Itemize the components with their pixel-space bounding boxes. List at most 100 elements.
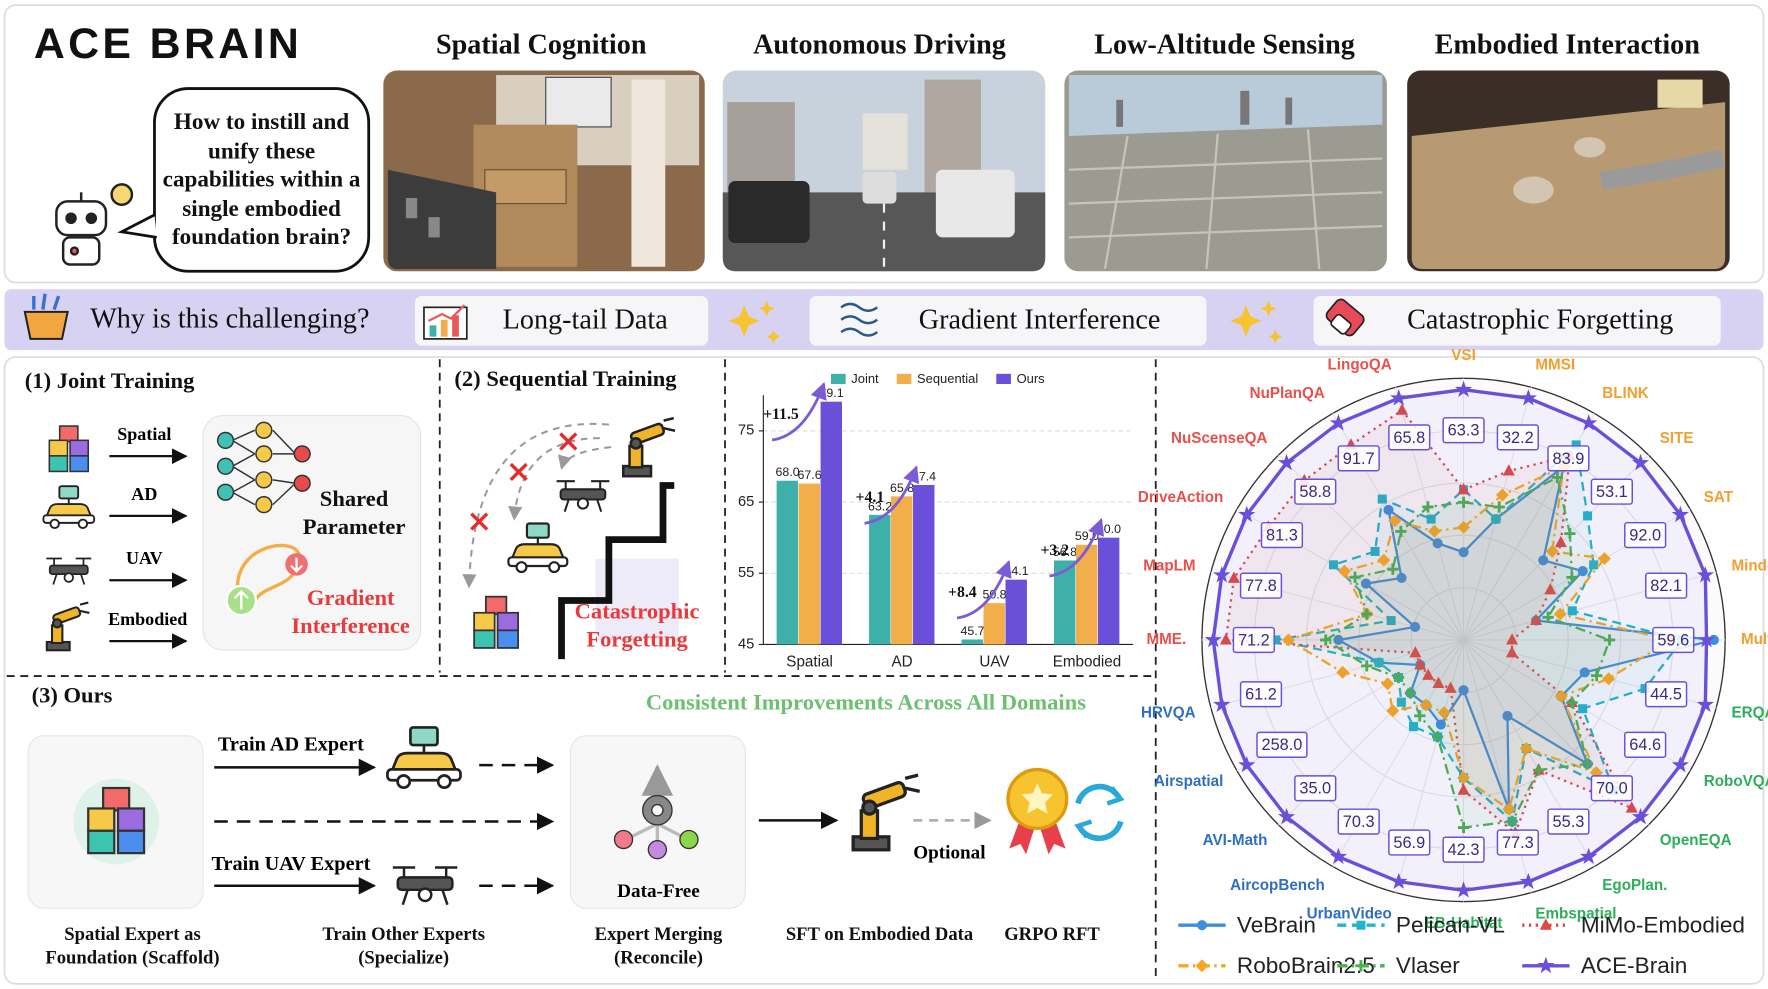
radar-marker [1542,611,1554,623]
challenge-bar: Why is this challenging? Long-tail Data … [4,289,1764,351]
eraser-icon [1325,298,1365,337]
photo-driving-part [935,169,1015,238]
radar-marker [1238,756,1256,773]
radar-marker [1333,634,1344,646]
bar [891,496,913,645]
value-label: 61.2 [1245,686,1277,704]
legend-label: Sequential [917,371,978,386]
radar-marker [1396,697,1406,707]
radar-marker [1370,546,1380,556]
value-label-box [1547,808,1590,835]
speech-bubble [153,87,371,273]
wave-icon-part [840,327,878,337]
radar-marker [1437,706,1451,720]
legend-marker [1539,918,1552,930]
legend-marker [1355,960,1367,972]
challenge-item: Long-tail Data [503,304,669,335]
challenge-box [809,296,1207,346]
radar-marker [1386,616,1396,626]
radar-axis-label: Airspatial [1154,773,1223,790]
radar-marker [1213,566,1231,583]
x-tick-label: Spatial [786,654,833,671]
radar-marker [1457,783,1470,795]
radar-marker [1579,667,1590,678]
legend-label: RoboBrain2.5 [1237,953,1375,978]
radar-axis-label: LingoQA [1328,357,1392,374]
radar-marker [1502,710,1513,722]
caption: GRPO RFT [1004,922,1100,945]
radar-marker [1396,403,1409,415]
photo-spatial [383,70,705,272]
radar-axis-label: UrbanVideo [1307,905,1392,922]
sparkles-part [728,305,760,337]
network-icon-part [255,471,273,489]
network-icon-part [293,474,311,492]
bar [961,639,983,645]
value-label-box [1590,478,1633,505]
radar-marker [1422,668,1435,680]
bar [776,480,799,645]
radar-axis-label: MapLM [1143,557,1195,574]
value-label: 81.3 [1266,527,1298,545]
chart-icon-part [440,319,448,337]
value-label: 56.8 [1053,545,1077,559]
radar-marker [1502,464,1515,476]
medal-icon [1006,767,1069,855]
question: How to instill and unify these capabilit… [162,109,361,251]
radar-marker [1696,695,1714,713]
robot-icon-part [85,212,98,225]
radar-marker [1457,496,1470,508]
radar-marker [1328,560,1338,570]
radar-axis-label: AircopBench [1230,877,1325,894]
gain-annotation: +3.2 [1040,542,1069,559]
legend-label: Joint [851,371,879,386]
sparkles [728,300,1283,344]
radar-axis-label: Mind-Cube [1731,557,1768,574]
basket-icon [23,293,69,340]
bar [820,401,842,645]
radar-marker [1493,501,1505,513]
value-label-box [1624,731,1667,758]
bar [983,603,1005,645]
sequential-training-part [470,432,578,531]
chart-icon-part [427,304,466,322]
radar-marker [1631,807,1650,825]
radar-marker [1432,538,1443,549]
bar [1097,537,1120,645]
domain-title: Autonomous Driving [753,29,1006,60]
ours-part [214,756,555,895]
shared-label-box: Shared Parameter [302,486,406,540]
radar-marker [1458,547,1469,558]
radar-axis-label: Multi3D. [1741,631,1768,648]
step-label: Train AD Expert [218,734,364,756]
bar [1075,544,1098,645]
y-tick-label: 65 [738,494,754,510]
photo-driving-part [862,113,908,170]
radar-marker [1589,560,1599,570]
x-tick-label: Embodied [1053,654,1122,671]
ours-part-part [613,829,634,850]
radar-marker [1277,453,1296,471]
value-label: 55.3 [1553,813,1585,831]
radar-marker [1578,704,1588,714]
shared-label: Shared Parameter [302,486,406,540]
radar-axis-label: NuScenseQA [1171,430,1267,447]
radar-marker [1697,630,1716,648]
basket-icon-part [23,310,69,340]
y-tick-label: 55 [738,565,754,581]
radar-marker [1414,710,1426,722]
radar-marker [1457,482,1470,495]
radar-marker [1419,698,1433,712]
sequential-training: (2) Sequential Training Catastrophic For… [454,366,700,660]
legend-label: Pelican-VL [1396,912,1505,937]
value-label: 82.1 [1650,577,1682,595]
photo-embodied [1407,70,1730,272]
medal-icon-part [1021,783,1054,814]
refresh-icon-part [1074,819,1093,839]
photo-low-altitude [1064,70,1387,272]
radar-marker [1213,695,1231,713]
refresh-icon [1074,783,1125,842]
legend-label: ACE-Brain [1581,953,1688,978]
